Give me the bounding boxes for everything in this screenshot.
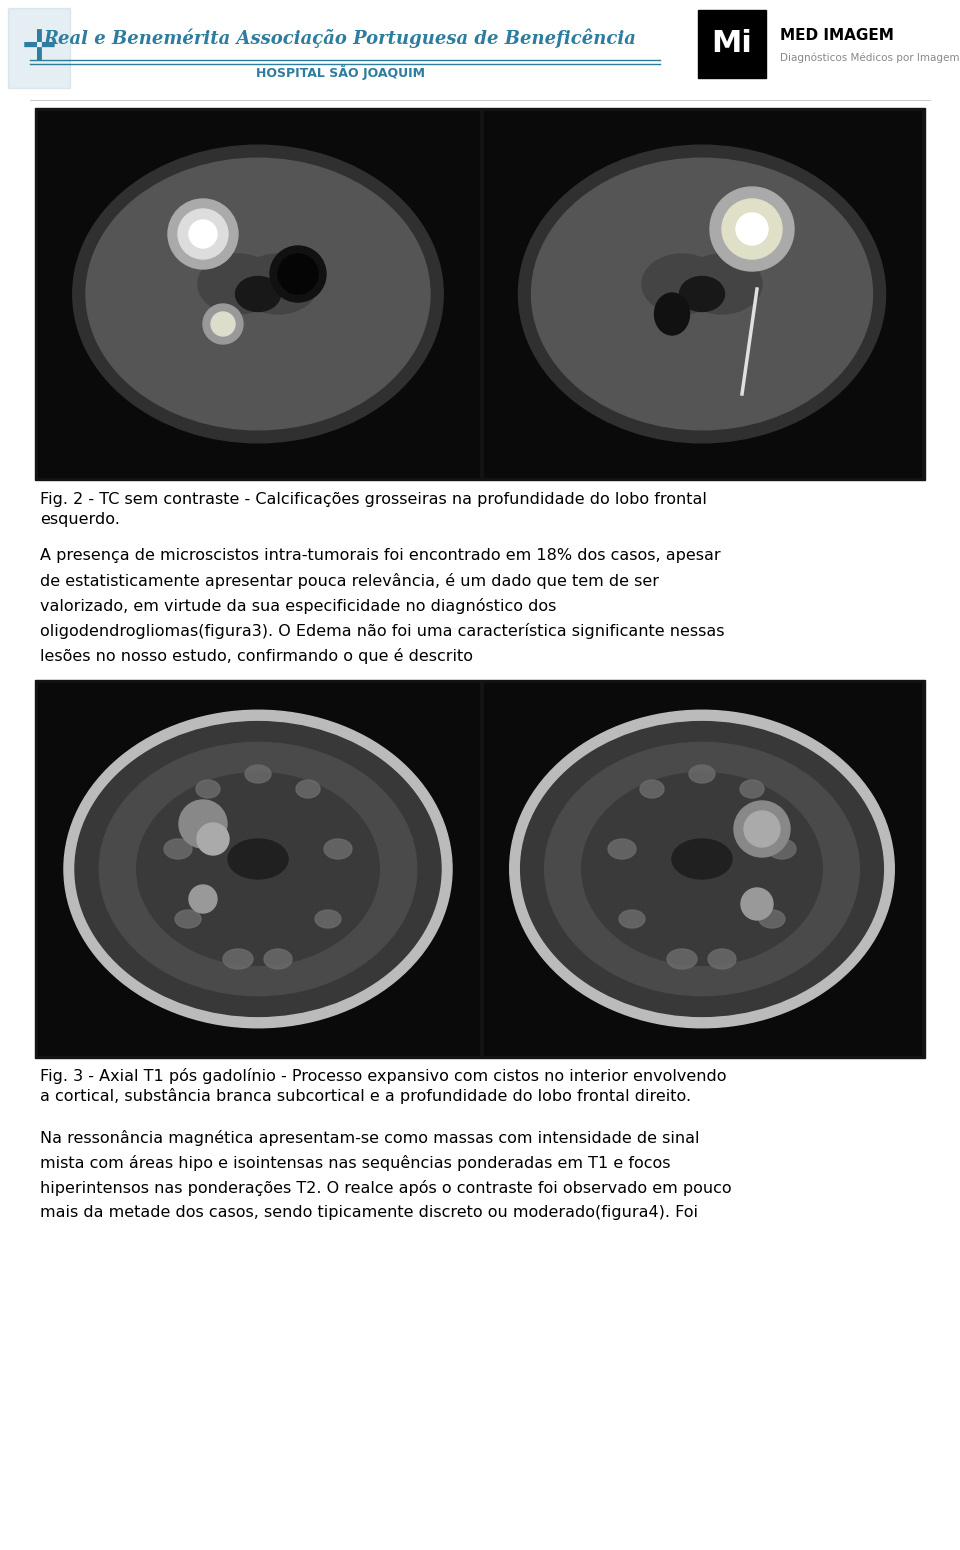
Bar bbox=[38, 112, 479, 477]
Circle shape bbox=[189, 220, 217, 248]
Ellipse shape bbox=[689, 766, 715, 783]
Text: hiperintensos nas ponderações T2. O realce após o contraste foi observado em pou: hiperintensos nas ponderações T2. O real… bbox=[40, 1180, 732, 1197]
Bar bbox=[38, 684, 479, 1056]
Ellipse shape bbox=[196, 780, 220, 798]
Ellipse shape bbox=[544, 742, 859, 995]
Bar bbox=[484, 684, 921, 1056]
Text: Fig. 2 - TC sem contraste - Calcificações grosseiras na profundidade do lobo fro: Fig. 2 - TC sem contraste - Calcificaçõe… bbox=[40, 491, 707, 507]
Ellipse shape bbox=[245, 766, 271, 783]
Ellipse shape bbox=[228, 839, 288, 879]
Text: mais da metade dos casos, sendo tipicamente discreto ou moderado(figura4). Foi: mais da metade dos casos, sendo tipicame… bbox=[40, 1204, 698, 1220]
Ellipse shape bbox=[264, 949, 292, 969]
Ellipse shape bbox=[608, 839, 636, 859]
Ellipse shape bbox=[532, 158, 873, 429]
Text: Mi: Mi bbox=[711, 29, 753, 59]
Circle shape bbox=[734, 801, 790, 857]
Text: A presença de microscistos intra-tumorais foi encontrado em 18% dos casos, apesa: A presença de microscistos intra-tumorai… bbox=[40, 549, 721, 563]
Circle shape bbox=[168, 198, 238, 270]
Text: lesões no nosso estudo, confirmando o que é descrito: lesões no nosso estudo, confirmando o qu… bbox=[40, 648, 473, 663]
Text: Fig. 3 - Axial T1 pós gadolínio - Processo expansivo com cistos no interior envo: Fig. 3 - Axial T1 pós gadolínio - Proces… bbox=[40, 1068, 727, 1083]
Ellipse shape bbox=[136, 772, 379, 966]
Text: ✛: ✛ bbox=[21, 26, 57, 70]
Ellipse shape bbox=[759, 910, 785, 928]
Ellipse shape bbox=[680, 276, 725, 312]
Ellipse shape bbox=[73, 146, 444, 443]
Ellipse shape bbox=[198, 254, 278, 315]
Circle shape bbox=[278, 254, 318, 294]
Text: Diagnósticos Médicos por Imagem: Diagnósticos Médicos por Imagem bbox=[780, 53, 959, 64]
Ellipse shape bbox=[75, 722, 441, 1017]
Ellipse shape bbox=[324, 839, 352, 859]
Text: MED IMAGEM: MED IMAGEM bbox=[780, 28, 894, 42]
Circle shape bbox=[178, 209, 228, 259]
Ellipse shape bbox=[740, 780, 764, 798]
Text: Real e Benemérita Associação Portuguesa de Beneficência: Real e Benemérita Associação Portuguesa … bbox=[43, 28, 636, 48]
Circle shape bbox=[270, 246, 326, 302]
Bar bbox=[484, 112, 921, 477]
Ellipse shape bbox=[510, 710, 895, 1028]
Ellipse shape bbox=[99, 742, 417, 995]
Ellipse shape bbox=[768, 839, 796, 859]
Text: HOSPITAL SÃO JOAQUIM: HOSPITAL SÃO JOAQUIM bbox=[255, 65, 424, 79]
Ellipse shape bbox=[223, 949, 253, 969]
Ellipse shape bbox=[640, 780, 664, 798]
Ellipse shape bbox=[235, 276, 280, 312]
Bar bbox=[698, 9, 766, 78]
Ellipse shape bbox=[655, 293, 689, 335]
Ellipse shape bbox=[164, 839, 192, 859]
Ellipse shape bbox=[520, 722, 883, 1017]
Ellipse shape bbox=[518, 146, 885, 443]
Ellipse shape bbox=[708, 949, 736, 969]
Ellipse shape bbox=[175, 910, 201, 928]
Ellipse shape bbox=[582, 772, 822, 966]
Ellipse shape bbox=[296, 780, 320, 798]
Ellipse shape bbox=[64, 710, 452, 1028]
Text: a cortical, substância branca subcortical e a profundidade do lobo frontal direi: a cortical, substância branca subcortica… bbox=[40, 1088, 691, 1104]
Circle shape bbox=[197, 823, 229, 856]
Ellipse shape bbox=[86, 158, 430, 429]
Ellipse shape bbox=[619, 910, 645, 928]
Circle shape bbox=[710, 188, 794, 271]
Ellipse shape bbox=[682, 254, 762, 315]
Ellipse shape bbox=[315, 910, 341, 928]
Ellipse shape bbox=[667, 949, 697, 969]
Circle shape bbox=[744, 811, 780, 846]
Circle shape bbox=[179, 800, 227, 848]
Circle shape bbox=[203, 304, 243, 344]
Circle shape bbox=[722, 198, 782, 259]
Text: valorizado, em virtude da sua especificidade no diagnóstico dos: valorizado, em virtude da sua especifici… bbox=[40, 598, 557, 614]
Circle shape bbox=[211, 312, 235, 336]
Circle shape bbox=[736, 212, 768, 245]
Circle shape bbox=[741, 888, 773, 921]
Ellipse shape bbox=[672, 839, 732, 879]
Ellipse shape bbox=[238, 254, 318, 315]
Ellipse shape bbox=[642, 254, 722, 315]
Bar bbox=[35, 109, 925, 480]
Bar bbox=[8, 8, 70, 88]
Text: oligodendrogliomas(figura3). O Edema não foi uma característica significante nes: oligodendrogliomas(figura3). O Edema não… bbox=[40, 623, 725, 639]
Text: Na ressonância magnética apresentam-se como massas com intensidade de sinal: Na ressonância magnética apresentam-se c… bbox=[40, 1130, 700, 1145]
Text: esquerdo.: esquerdo. bbox=[40, 512, 120, 527]
Bar bbox=[35, 680, 925, 1059]
Text: de estatisticamente apresentar pouca relevância, é um dado que tem de ser: de estatisticamente apresentar pouca rel… bbox=[40, 574, 659, 589]
Bar bbox=[0, 0, 960, 95]
Circle shape bbox=[189, 885, 217, 913]
Text: mista com áreas hipo e isointensas nas sequências ponderadas em T1 e focos: mista com áreas hipo e isointensas nas s… bbox=[40, 1155, 670, 1170]
